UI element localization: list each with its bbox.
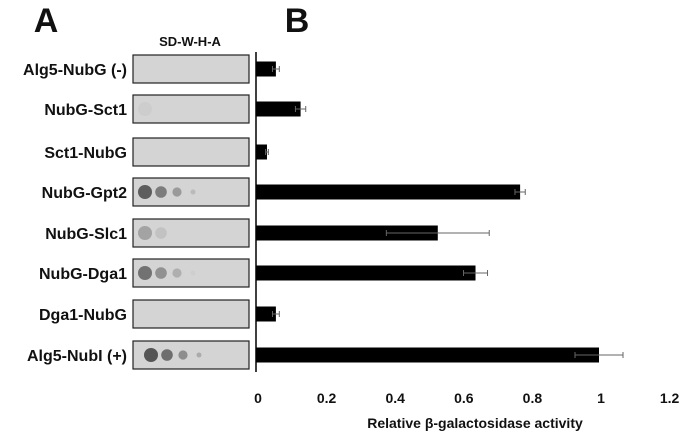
x-tick-label: 1 <box>597 390 605 406</box>
colony-spot <box>138 185 152 199</box>
colony-spot <box>144 348 158 362</box>
colony-spot <box>138 226 152 240</box>
category-label: NubG-Dga1 <box>39 266 127 283</box>
bar <box>256 61 276 77</box>
yeast-plate <box>132 258 250 288</box>
category-label: Alg5-NubI (+) <box>27 348 127 365</box>
bar <box>256 347 599 363</box>
yeast-plate <box>132 218 250 248</box>
x-tick-label: 0 <box>254 390 262 406</box>
x-axis-label: Relative β-galactosidase activity <box>367 415 583 431</box>
category-label: Dga1-NubG <box>39 307 127 324</box>
x-tick-label: 1.2 <box>660 390 680 406</box>
yeast-plate <box>132 177 250 207</box>
yeast-plate <box>132 340 250 370</box>
colony-spot <box>190 189 196 195</box>
category-label: NubG-Sct1 <box>44 102 127 119</box>
colony-spot <box>138 266 152 280</box>
colony-spot <box>178 350 188 360</box>
colony-spot <box>172 187 182 197</box>
yeast-plate <box>132 137 250 167</box>
x-tick-label: 0.4 <box>385 390 405 406</box>
bar <box>256 144 267 160</box>
plate-header: SD-W-H-A <box>159 34 221 49</box>
colony-spot <box>138 102 152 116</box>
category-label: Sct1-NubG <box>44 145 127 162</box>
colony-spot <box>155 186 167 198</box>
bar <box>256 101 301 117</box>
colony-spot <box>196 352 202 358</box>
colony-spot <box>172 268 182 278</box>
panel-label-b: B <box>285 2 310 40</box>
x-tick-label: 0.6 <box>454 390 474 406</box>
category-label: Alg5-NubG (-) <box>23 62 127 79</box>
category-label: NubG-Gpt2 <box>42 185 127 202</box>
colony-spot <box>190 270 196 276</box>
bar <box>256 184 521 200</box>
yeast-plate <box>132 94 250 124</box>
x-tick-label: 0.8 <box>523 390 543 406</box>
bar <box>256 225 438 241</box>
colony-spot <box>155 267 167 279</box>
yeast-plate <box>132 299 250 329</box>
colony-spot <box>155 227 167 239</box>
category-label: NubG-Slc1 <box>45 226 127 243</box>
x-tick-label: 0.2 <box>317 390 337 406</box>
colony-spot <box>161 349 173 361</box>
bar <box>256 306 276 322</box>
bar <box>256 265 476 281</box>
yeast-plate <box>132 54 250 84</box>
panel-label-a: A <box>34 2 59 40</box>
